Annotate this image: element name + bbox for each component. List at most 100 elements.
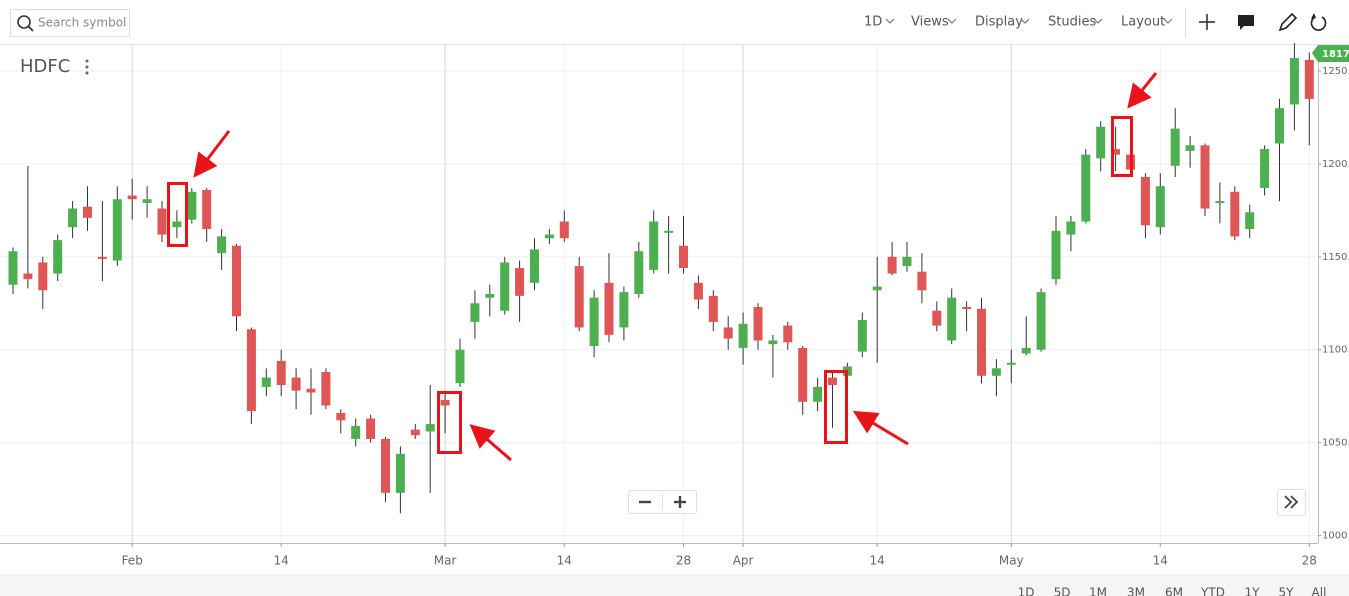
zoom-in[interactable] bbox=[674, 496, 686, 508]
range-button[interactable]: 5D bbox=[1054, 586, 1071, 596]
candle-body bbox=[366, 418, 376, 439]
candle-body bbox=[783, 325, 793, 343]
candle-body bbox=[738, 323, 748, 348]
candle-body bbox=[544, 234, 554, 239]
candle-body bbox=[1245, 212, 1255, 229]
search-placeholder[interactable]: Search symbol bbox=[38, 16, 126, 30]
range-button[interactable]: 5Y bbox=[1279, 586, 1295, 596]
x-tick-label: Feb bbox=[122, 554, 143, 568]
candle-body bbox=[232, 245, 241, 317]
draw-button[interactable] bbox=[1278, 12, 1298, 32]
y-tick-label: 1000.0 bbox=[1322, 531, 1349, 542]
symbol-menu[interactable] bbox=[85, 59, 89, 75]
scroll-end-button[interactable] bbox=[1277, 489, 1306, 516]
candle-body bbox=[991, 368, 1001, 376]
candle-body bbox=[679, 245, 688, 268]
comment-button[interactable] bbox=[1238, 15, 1254, 30]
x-tick-label: 14 bbox=[557, 554, 572, 568]
candle-body bbox=[917, 271, 927, 291]
candle-body bbox=[1260, 149, 1270, 189]
candle-body bbox=[351, 425, 361, 439]
candle-body bbox=[768, 340, 778, 345]
candle-body bbox=[649, 221, 659, 270]
candle-body bbox=[142, 199, 152, 203]
candle-body bbox=[217, 236, 227, 254]
candle-body bbox=[634, 251, 644, 294]
candle-body bbox=[798, 347, 808, 402]
x-tick-label: 28 bbox=[1302, 554, 1317, 568]
candle-body bbox=[306, 388, 316, 393]
candle-body bbox=[1140, 176, 1150, 226]
crosshair-button[interactable] bbox=[1199, 14, 1215, 30]
x-tick-label: 28 bbox=[676, 554, 691, 568]
reset-button bbox=[1311, 13, 1316, 19]
candle-body bbox=[440, 399, 450, 406]
range-button[interactable]: 1M bbox=[1089, 586, 1107, 596]
candle-body bbox=[202, 189, 212, 229]
candle-body bbox=[410, 429, 420, 436]
candle-body bbox=[395, 453, 405, 493]
annotations bbox=[167, 72, 1158, 462]
menu-display[interactable]: Display bbox=[975, 15, 1023, 30]
candle-body bbox=[1200, 145, 1210, 209]
candle-body bbox=[753, 307, 763, 341]
candle-body bbox=[187, 191, 197, 220]
candle-body bbox=[1185, 145, 1195, 151]
menu-views[interactable]: Views bbox=[911, 15, 949, 30]
candle-body bbox=[1275, 108, 1284, 144]
zoom-control bbox=[628, 490, 697, 514]
price-tag bbox=[1312, 45, 1349, 62]
y-tick-label: 1100.0 bbox=[1322, 345, 1349, 356]
candle-body bbox=[977, 308, 986, 376]
range-button[interactable]: YTD bbox=[1200, 586, 1225, 596]
y-tick-label: 1200.0 bbox=[1322, 159, 1349, 170]
menu-interval[interactable]: 1D bbox=[864, 15, 882, 30]
x-tick-label: 14 bbox=[274, 554, 289, 568]
range-button[interactable]: 3M bbox=[1127, 586, 1145, 596]
chevrons bbox=[885, 18, 1173, 24]
candle-body bbox=[887, 256, 897, 274]
candle-body bbox=[68, 208, 78, 228]
candle-body bbox=[559, 221, 569, 239]
candle-body bbox=[1051, 230, 1061, 280]
y-tick-label: 1050.0 bbox=[1322, 438, 1349, 449]
symbol: HDFC bbox=[20, 56, 70, 77]
plot: 1000.0 1050.0 1100.0 1150.0 1200.0 1250.0 Feb 1… bbox=[0, 43, 1349, 568]
x-tick-label: Mar bbox=[434, 554, 457, 568]
toolbar: Search symbol 1D Views Display Studies L… bbox=[0, 8, 1349, 45]
candle-body bbox=[425, 424, 435, 432]
menu-studies[interactable]: Studies bbox=[1048, 15, 1096, 30]
range-button[interactable]: 6M bbox=[1165, 586, 1183, 596]
range-button[interactable]: 1Y bbox=[1245, 586, 1261, 596]
candle-body bbox=[38, 262, 48, 291]
range-button[interactable]: 1D bbox=[1018, 586, 1035, 596]
candle-body bbox=[1289, 58, 1299, 105]
price-tag-label: 1817. bbox=[1322, 49, 1349, 60]
candle-body bbox=[902, 256, 912, 267]
candle-body bbox=[455, 349, 465, 384]
candle-body bbox=[381, 438, 390, 493]
candle-body bbox=[261, 377, 271, 387]
reset-button[interactable] bbox=[1310, 16, 1327, 31]
candle-body bbox=[97, 256, 107, 259]
candle-body bbox=[932, 310, 942, 326]
candle-body bbox=[1155, 186, 1165, 228]
candle-body bbox=[872, 286, 882, 291]
range-button[interactable]: All bbox=[1312, 586, 1327, 596]
candle-body bbox=[1230, 191, 1240, 237]
candle-body bbox=[246, 329, 256, 412]
x-tick-label: Apr bbox=[733, 554, 754, 568]
menu-layout[interactable]: Layout bbox=[1121, 15, 1165, 30]
range-bar bbox=[0, 574, 1349, 596]
candle-body bbox=[723, 327, 733, 339]
x-tick-label: May bbox=[999, 554, 1024, 568]
candle-body bbox=[693, 282, 703, 300]
candle-body bbox=[172, 221, 182, 228]
candle-body bbox=[157, 208, 167, 235]
candle-body bbox=[708, 295, 718, 322]
candle-body bbox=[1215, 201, 1225, 204]
candle-body bbox=[321, 372, 331, 406]
candle-body bbox=[619, 292, 629, 328]
